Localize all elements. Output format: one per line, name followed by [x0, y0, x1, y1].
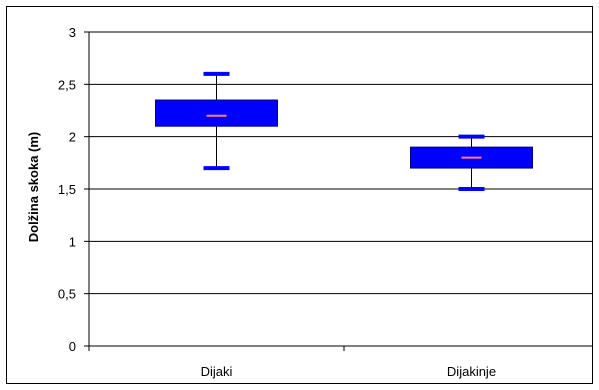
x-tick-label: Dijakinje — [447, 364, 496, 379]
gridlines — [89, 31, 593, 295]
y-tick-labels: 0 0,5 1 1,5 2 2,5 3 — [58, 25, 76, 354]
box — [155, 99, 278, 127]
y-axis-title: Dolžina skoka (m) — [26, 132, 41, 243]
x-tick-label: Dijaki — [201, 364, 233, 379]
box-group — [410, 134, 533, 191]
y-tick-label: 3 — [69, 25, 76, 40]
y-tick-label: 1,5 — [58, 182, 76, 197]
boxes — [155, 71, 533, 191]
y-tick-label: 0 — [69, 339, 76, 354]
axes — [84, 31, 593, 351]
y-tick-label: 0,5 — [58, 287, 76, 302]
y-tick-label: 2,5 — [58, 77, 76, 92]
x-tick-labels: Dijaki Dijakinje — [201, 364, 496, 379]
y-tick-label: 2 — [69, 130, 76, 145]
chart-area — [6, 6, 593, 384]
box-group — [155, 71, 278, 171]
y-tick-label: 1 — [69, 234, 76, 249]
